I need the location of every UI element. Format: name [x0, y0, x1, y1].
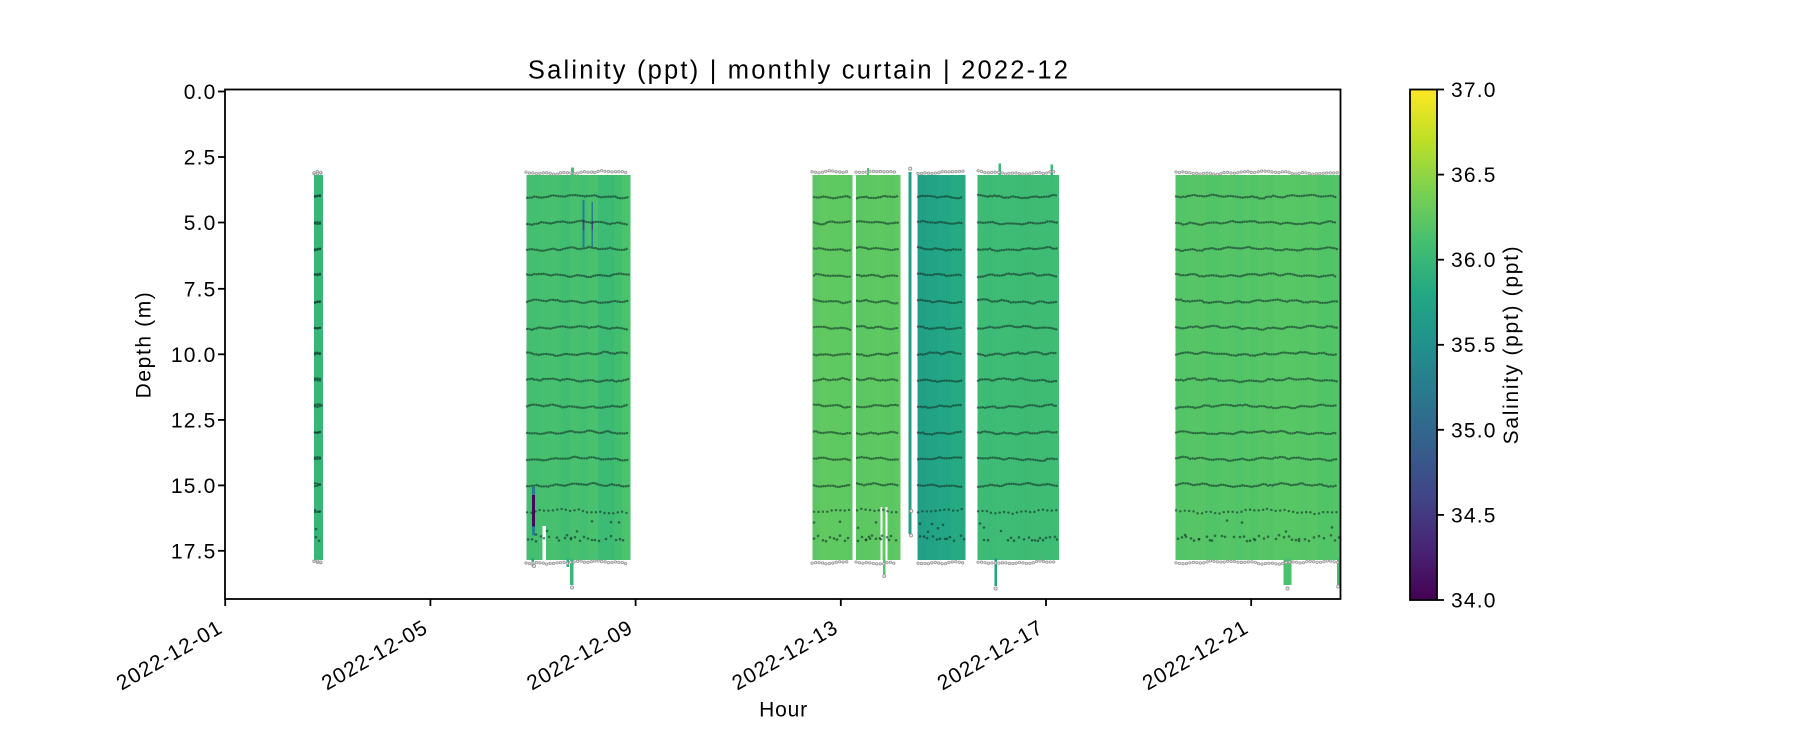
svg-text:0.0: 0.0: [184, 81, 217, 104]
svg-text:12.5: 12.5: [171, 409, 217, 432]
svg-text:15.0: 15.0: [171, 475, 217, 498]
svg-text:Salinity (ppt) | monthly curta: Salinity (ppt) | monthly curtain | 2022-…: [528, 57, 1070, 85]
svg-text:Depth (m): Depth (m): [133, 291, 156, 399]
svg-text:7.5: 7.5: [184, 278, 217, 301]
svg-text:36.5: 36.5: [1451, 164, 1497, 187]
svg-text:35.0: 35.0: [1451, 419, 1497, 442]
svg-text:17.5: 17.5: [171, 540, 217, 563]
svg-text:Salinity (ppt) (ppt): Salinity (ppt) (ppt): [1500, 245, 1523, 445]
svg-text:36.0: 36.0: [1451, 249, 1497, 272]
svg-text:10.0: 10.0: [171, 344, 217, 367]
svg-text:2.5: 2.5: [184, 147, 217, 170]
svg-text:5.0: 5.0: [184, 212, 217, 235]
svg-text:Hour: Hour: [759, 699, 808, 722]
svg-text:37.0: 37.0: [1451, 79, 1497, 102]
svg-text:34.0: 34.0: [1451, 590, 1497, 613]
svg-text:34.5: 34.5: [1451, 504, 1497, 527]
svg-text:35.5: 35.5: [1451, 334, 1497, 357]
